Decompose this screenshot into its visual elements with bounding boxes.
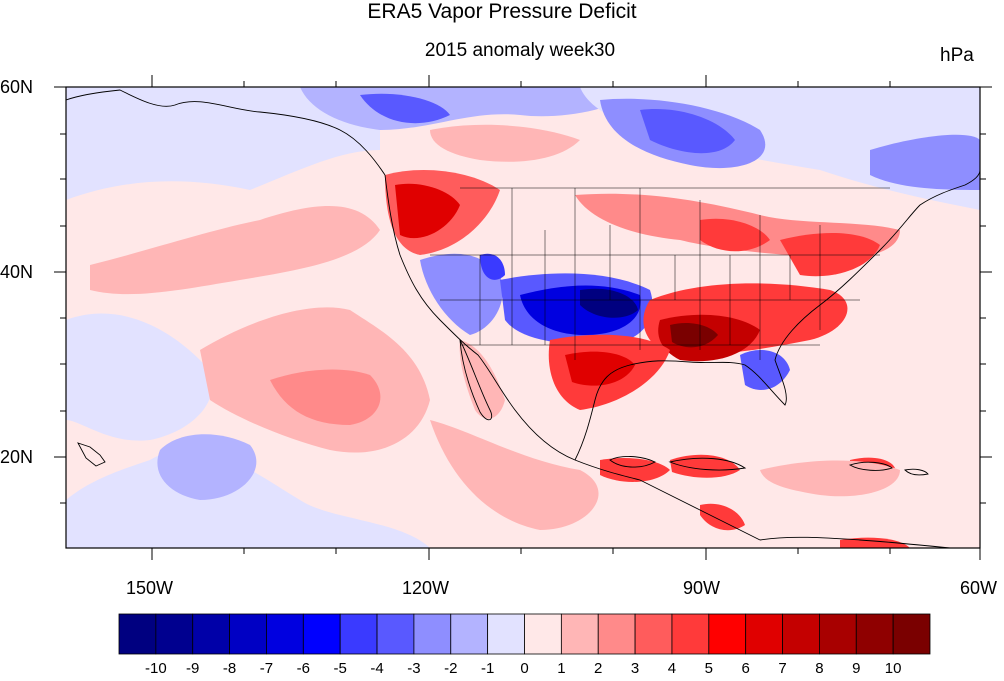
kansas-blue-max — [580, 288, 638, 318]
baja-red — [459, 340, 505, 419]
florida-blue — [740, 350, 790, 390]
lat-label-20n: 20N — [0, 447, 34, 467]
colorbar-box — [671, 613, 710, 655]
colorbar-boxes — [118, 613, 931, 655]
colorbar-tick-label: 6 — [741, 660, 750, 677]
colorbar-box — [634, 613, 673, 655]
colorbar-box — [597, 613, 636, 655]
pacific-red-core — [270, 369, 381, 425]
great-lakes-red — [700, 218, 770, 252]
lat-label-60n: 60N — [0, 77, 34, 97]
colorbar-tick-label: -5 — [333, 660, 347, 677]
colorbar-tick-label: 2 — [594, 660, 603, 677]
colorbar-tick-label: 10 — [884, 660, 902, 677]
colorbar-box — [155, 613, 194, 655]
pacific-northwest-core — [395, 183, 460, 239]
colorbar-tick-label: -6 — [296, 660, 310, 677]
colorbar-box — [708, 613, 747, 655]
colorbar-tick-label: -7 — [259, 660, 274, 677]
colorbar-box — [892, 613, 931, 655]
lon-label-150w: 150W — [126, 578, 174, 598]
colorbar-tick-label: -1 — [480, 660, 495, 677]
hudson-blue-core — [640, 109, 735, 154]
mississippi-max — [670, 323, 718, 348]
mid-atlantic-red — [780, 233, 880, 277]
pacific-red-band-north — [90, 206, 380, 295]
colorbar-box — [745, 613, 783, 655]
colorbar-tick-label: 1 — [557, 660, 566, 677]
colorbar-box — [819, 613, 857, 655]
colorbar-box — [524, 613, 562, 655]
colorbar-tick-label: 0 — [520, 660, 529, 677]
colorbar-tick-label: -3 — [407, 660, 421, 677]
units-label: hPa — [940, 45, 974, 66]
lon-label-120w: 120W — [402, 578, 450, 598]
lat-label-40n: 40N — [0, 262, 34, 282]
pacific-blue-patch — [157, 434, 257, 500]
colorbar-tick-label: 7 — [778, 660, 787, 677]
colorbar-tick-label: -4 — [370, 660, 384, 677]
colorbar-tick-label: 9 — [852, 660, 861, 677]
colorbar-box — [413, 613, 452, 655]
colorbar-tick-label: -2 — [444, 660, 458, 677]
texas-red-core — [565, 351, 635, 386]
colorbar-tick-label: 8 — [815, 660, 824, 677]
colorbar-box — [450, 613, 489, 655]
colorbar-tick-label: 4 — [667, 660, 677, 677]
map-subtitle: 2015 anomaly week30 — [424, 40, 616, 61]
yukon-blue — [360, 93, 450, 124]
colorbar-box — [376, 613, 415, 655]
pacific-north-negative — [66, 87, 380, 200]
pacific-south-negative — [66, 449, 430, 548]
colorbar-box — [192, 613, 230, 655]
colorbar-tick-label: 3 — [630, 660, 640, 677]
map-title: ERA5 Vapor Pressure Deficit — [367, 0, 637, 23]
labrador-blue — [870, 134, 980, 190]
political-borders — [430, 187, 890, 360]
colorbar-box — [487, 613, 525, 655]
lon-label-90w: 90W — [683, 578, 721, 598]
colorbar-tick-label: -10 — [145, 660, 167, 677]
colorbar-tick-label: 5 — [704, 660, 713, 677]
central-america-red — [700, 503, 745, 531]
cuba-red — [670, 454, 740, 478]
colorbar-box — [118, 613, 157, 655]
great-basin-blue — [420, 253, 503, 335]
colorbar-tick-label: -8 — [222, 660, 237, 677]
colorbar-tick-label: -9 — [186, 660, 200, 677]
axis-ticks — [54, 75, 992, 560]
colorbar-box — [339, 613, 378, 655]
colorbar-box — [302, 613, 341, 655]
coastlines — [66, 89, 980, 548]
colorbar-box — [560, 613, 599, 655]
colorbar-box — [266, 613, 304, 655]
colorbar-box — [855, 613, 894, 655]
utah-blue-core — [480, 253, 505, 280]
canada-red-patch — [430, 124, 580, 162]
pacific-central-negative — [66, 313, 212, 441]
colorbar-box — [782, 613, 820, 655]
lon-label-60w: 60W — [960, 578, 998, 598]
east-pacific-red — [430, 420, 599, 530]
colorbar-box — [229, 613, 267, 655]
